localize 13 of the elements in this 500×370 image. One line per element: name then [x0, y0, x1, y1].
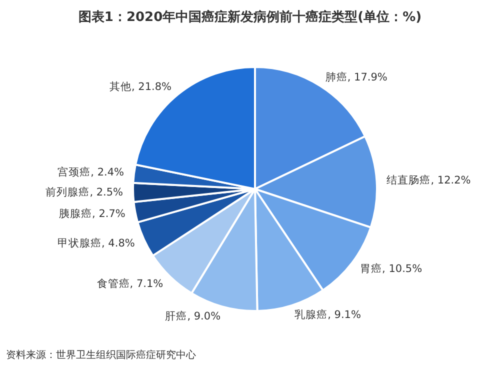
slice-label: 食管癌, 7.1%	[96, 276, 164, 290]
slice-label: 肝癌, 9.0%	[165, 309, 221, 322]
slice-label: 甲状腺癌, 4.8%	[58, 236, 135, 250]
slice-label: 其他, 21.8%	[109, 80, 172, 93]
slice-label: 宫颈癌, 2.4%	[58, 165, 124, 178]
chart-title: 图表1：2020年中国癌症新发病例前十癌症类型(单位：%)	[77, 8, 423, 26]
slice-label: 肺癌, 17.9%	[325, 70, 388, 84]
slice-label: 前列腺癌, 2.5%	[46, 186, 124, 199]
slice-label: 胃癌, 10.5%	[360, 262, 422, 275]
slice-label: 胰腺癌, 2.7%	[59, 207, 126, 220]
slice-label: 结直肠癌, 12.2%	[386, 174, 471, 187]
text: 资料来源：世界卫生组织国际癌症研究中心	[6, 348, 196, 362]
slice-label: 乳腺癌, 9.1%	[294, 308, 361, 321]
